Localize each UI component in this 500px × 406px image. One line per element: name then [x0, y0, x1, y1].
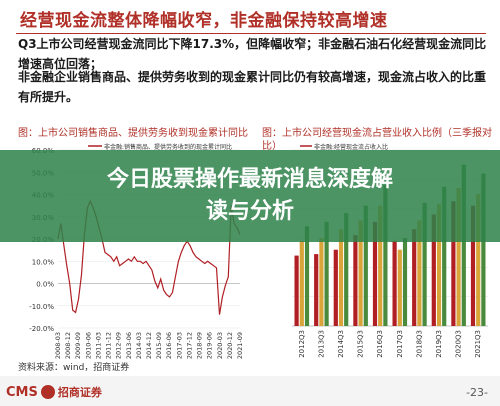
x-tick-label: 2017-03	[175, 332, 183, 359]
bar	[422, 202, 427, 326]
x-tick-label: 2013-06	[125, 332, 133, 359]
x-tick-label: 2015Q3	[357, 330, 365, 358]
bar	[333, 249, 338, 326]
x-tick-label: 2016Q3	[376, 330, 384, 358]
title-divider	[16, 33, 486, 34]
y-tick-label: -20.0%	[29, 325, 54, 333]
x-tick-label: 2009-09	[74, 332, 82, 359]
right-chart-title: 图：上市公司经营现金流占营业收入比例（三季报对比）	[262, 128, 492, 152]
x-tick-label: 2014-03	[135, 332, 143, 359]
left-chart-title: 图：上市公司销售商品、提供劳务收到现金累计同比	[18, 128, 248, 139]
source-note: 资料来源：wind，招商证券	[18, 363, 130, 373]
x-tick-label: 2013Q3	[317, 330, 325, 358]
y-tick-label: 10.0%	[32, 258, 55, 266]
x-tick-label: 2015-09	[155, 332, 163, 359]
overlay-banner	[0, 150, 500, 242]
x-tick-label: 2010-06	[84, 332, 92, 359]
bar	[456, 188, 461, 326]
x-tick-label: 2021Q3	[474, 330, 482, 358]
bar	[299, 240, 304, 326]
bar	[344, 213, 349, 326]
x-tick-label: 2008-03	[54, 332, 62, 359]
footer-bar	[0, 376, 500, 406]
summary-paragraph-2: 非金融企业销售商品、提供劳务收到的现金累计同比仍有较高增速，现金流占收入的比重有…	[18, 70, 487, 104]
bar	[378, 205, 383, 326]
x-tick-label: 2011-03	[94, 332, 102, 359]
x-tick-label: 2014-12	[145, 332, 153, 359]
bar	[476, 194, 481, 326]
bar	[451, 201, 456, 326]
summary-paragraph-1: Q3上市公司经营现金流同比下降17.3%，但降幅收窄；非金融石油石化经营现金流同…	[18, 37, 487, 71]
x-tick-label: 2018-09	[196, 332, 204, 359]
bar	[383, 185, 388, 326]
bar	[304, 226, 310, 326]
page-number: -23-	[466, 386, 488, 399]
bar	[402, 238, 408, 326]
x-tick-label: 2021-09	[236, 332, 244, 359]
bar	[397, 249, 402, 326]
bar	[417, 220, 422, 326]
bar	[324, 221, 329, 326]
x-tick-label: 2020Q3	[455, 330, 463, 358]
x-tick-label: 2020-12	[226, 332, 234, 359]
x-tick-label: 2016-06	[165, 332, 173, 359]
legend-label: 非金融:销售商品、提供劳务收到的现金累计同比	[104, 143, 232, 151]
x-tick-label: 2017Q3	[396, 330, 404, 358]
y-tick-label: 0.0%	[36, 281, 54, 289]
logo-icon	[40, 385, 55, 399]
bar	[338, 229, 344, 326]
x-tick-label: 2012-09	[115, 332, 123, 359]
y-tick-label: -10.0%	[29, 303, 54, 311]
bar	[442, 186, 447, 326]
x-tick-label: 2008-12	[64, 332, 72, 359]
slide-title: 经营现金流整体降幅收窄，非金融保持较高增速	[20, 11, 388, 31]
x-tick-label: 2020-03	[216, 332, 224, 359]
x-tick-label: 2019Q3	[435, 330, 443, 358]
logo-text: CMS	[6, 384, 38, 400]
bar	[294, 255, 299, 326]
bar	[412, 229, 417, 326]
bar	[461, 164, 466, 326]
bar	[481, 173, 486, 326]
x-tick-label: 2019-06	[206, 332, 214, 359]
x-tick-label: 2018Q3	[415, 330, 423, 358]
bar	[436, 204, 442, 326]
bar	[372, 221, 378, 326]
banner-line-1: 今日股票操作最新消息深度解	[106, 167, 393, 192]
logo-cn-text: 招商证券	[57, 386, 102, 399]
bar	[358, 220, 363, 326]
company-logo: CMS 招商证券	[6, 384, 102, 400]
bar	[431, 214, 436, 326]
banner-headline: 今日股票操作最新消息深度解 读与分析	[0, 164, 500, 228]
bar	[363, 205, 368, 326]
banner-line-2: 读与分析	[205, 199, 294, 224]
x-tick-label: 2012Q3	[298, 330, 306, 358]
legend-label: 非金融:经营现金流占收入比	[314, 143, 388, 151]
x-tick-label: 2014Q3	[337, 330, 345, 358]
x-tick-label: 2017-12	[185, 332, 193, 359]
bar	[392, 240, 397, 326]
bar	[319, 238, 324, 326]
x-tick-label: 2011-12	[105, 332, 113, 359]
bar	[314, 254, 319, 326]
bar	[353, 235, 358, 326]
bar	[470, 205, 476, 326]
